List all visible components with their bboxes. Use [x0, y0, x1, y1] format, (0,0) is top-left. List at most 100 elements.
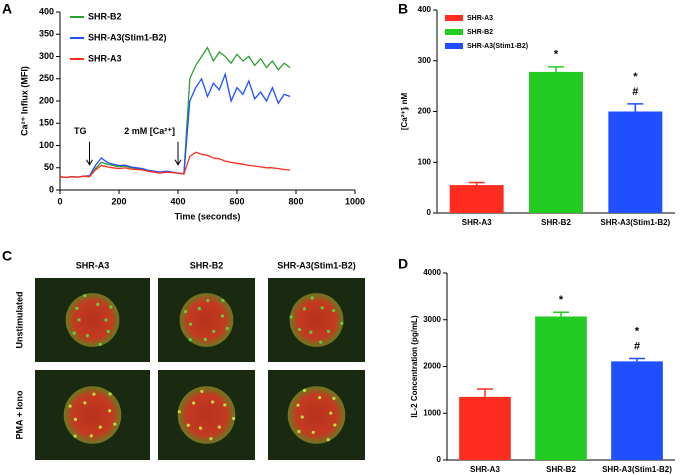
legend-label: SHR-A3 [467, 15, 493, 22]
speckle [183, 310, 188, 314]
speckle [83, 294, 87, 298]
speckle [310, 296, 314, 300]
speckle [326, 329, 331, 333]
bar [449, 185, 504, 213]
y-tick-label: 200 [39, 95, 54, 105]
panel-label: B [398, 1, 408, 17]
panel-label: C [2, 248, 12, 264]
error-bar [629, 357, 645, 362]
speckle [198, 426, 203, 430]
legend-label: SHR-B2 [88, 11, 122, 21]
y-tick-label: 400 [418, 5, 432, 14]
speckle [311, 430, 315, 434]
row-label: Unstimulated [14, 291, 24, 348]
speckle [186, 423, 190, 427]
error-bar [548, 66, 564, 72]
error-bar [553, 311, 569, 317]
y-tick-label: 300 [418, 56, 432, 65]
y-tick-label: 200 [418, 107, 432, 116]
speckle [188, 322, 193, 326]
cell [289, 293, 344, 347]
y-axis-label: [Ca²⁺]ᵢ nM [400, 92, 409, 130]
speckle [68, 404, 72, 408]
speckle [73, 434, 77, 438]
cell [63, 386, 122, 444]
y-tick-label: 50 [44, 162, 54, 172]
x-tick-label: SHR-B2 [541, 218, 571, 227]
speckle [319, 340, 323, 344]
significance-mark: * [633, 71, 638, 83]
row-label: PMA + Iono [14, 390, 24, 439]
y-tick-label: 0 [49, 184, 54, 194]
y-tick-label: 100 [39, 140, 54, 150]
speckle [320, 306, 324, 310]
x-tick-label: SHR-B2 [546, 465, 576, 474]
legend-label: SHR-A3 [88, 53, 122, 63]
legend-label: SHR-A3(Stim1-B2) [467, 43, 528, 50]
speckle [113, 422, 117, 426]
series-line [59, 151, 291, 179]
speckle [200, 389, 204, 393]
speckle [302, 307, 307, 311]
significance-mark: * [559, 294, 564, 306]
x-tick-label: SHR-A3(Stim1-B2) [600, 218, 670, 227]
legend-label: SHR-A3(Stim1-B2) [88, 32, 167, 42]
speckle [296, 403, 300, 407]
y-tick-label: 100 [418, 157, 432, 166]
cell [179, 293, 234, 347]
speckle [77, 318, 81, 322]
speckle [333, 423, 337, 427]
speckle [302, 388, 307, 392]
speckle [332, 396, 336, 400]
significance-mark: # [634, 340, 640, 352]
speckle [318, 396, 322, 400]
bar [535, 316, 587, 460]
cell [287, 386, 346, 444]
speckle [297, 327, 302, 332]
error-bar [477, 388, 493, 397]
arrow-head [86, 159, 93, 166]
speckle [106, 329, 110, 334]
y-tick-label: 0 [427, 208, 432, 217]
y-tick-label: 3000 [423, 315, 441, 324]
speckle [72, 331, 76, 335]
legend-swatch [445, 43, 463, 49]
series-line [59, 72, 291, 179]
y-tick-label: 400 [39, 6, 54, 16]
y-tick-label: 4000 [423, 268, 441, 277]
speckle [221, 298, 225, 303]
significance-mark: * [635, 325, 640, 337]
speckle [223, 403, 227, 407]
y-tick-label: 0 [437, 455, 442, 464]
speckle [191, 401, 196, 405]
speckle [75, 306, 79, 310]
x-tick-label: 0 [57, 196, 62, 206]
speckle [220, 314, 225, 318]
cell [177, 386, 236, 444]
speckle [211, 400, 215, 404]
speckle [89, 434, 93, 438]
panel-label: D [398, 256, 408, 272]
error-bar [468, 181, 485, 186]
x-tick-label: SHR-A3 [462, 218, 492, 227]
panel-label: A [2, 1, 12, 17]
speckle [203, 337, 207, 342]
speckle [300, 415, 304, 419]
speckle [73, 417, 78, 421]
speckle [98, 425, 102, 429]
speckle [96, 302, 100, 307]
speckle [197, 307, 201, 311]
y-tick-label: 1000 [423, 408, 441, 417]
speckle [85, 334, 89, 338]
speckle [188, 338, 192, 342]
significance-mark: * [554, 49, 559, 61]
speckle [212, 329, 216, 333]
x-tick-label: 400 [170, 196, 185, 206]
column-label: SHR-A3(Stim1-B2) [277, 260, 356, 270]
speckle [83, 401, 87, 405]
annotation: TG [74, 126, 87, 136]
speckle [92, 392, 96, 396]
speckle [329, 411, 333, 415]
column-label: SHR-A3 [76, 260, 110, 270]
